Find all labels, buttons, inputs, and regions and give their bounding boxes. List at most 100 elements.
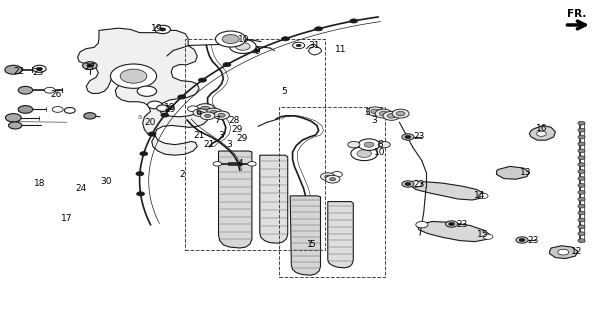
Circle shape	[578, 211, 585, 215]
Circle shape	[195, 104, 215, 114]
Text: 18: 18	[34, 179, 45, 188]
FancyBboxPatch shape	[228, 162, 241, 165]
Polygon shape	[78, 28, 208, 155]
Circle shape	[188, 106, 198, 112]
Text: a: a	[137, 114, 142, 120]
Text: 25: 25	[33, 68, 44, 76]
Text: 3: 3	[371, 116, 378, 125]
Circle shape	[84, 113, 96, 119]
Circle shape	[83, 62, 97, 69]
Text: 5: 5	[310, 240, 316, 249]
Circle shape	[416, 221, 428, 228]
Circle shape	[578, 232, 585, 236]
Polygon shape	[529, 125, 555, 140]
Text: 3: 3	[219, 131, 225, 140]
Circle shape	[140, 152, 148, 156]
Circle shape	[327, 176, 338, 182]
Circle shape	[378, 141, 390, 148]
Text: 14: 14	[474, 191, 485, 200]
Circle shape	[330, 178, 336, 181]
Circle shape	[44, 87, 55, 93]
Circle shape	[578, 156, 585, 160]
Text: 23: 23	[413, 180, 424, 188]
Circle shape	[367, 107, 384, 116]
Circle shape	[205, 114, 211, 117]
Circle shape	[578, 121, 585, 125]
Text: 3: 3	[226, 140, 232, 148]
Circle shape	[5, 114, 21, 122]
Text: 4: 4	[237, 159, 243, 168]
Circle shape	[375, 109, 392, 118]
Text: 31: 31	[309, 41, 320, 50]
Circle shape	[371, 109, 379, 114]
Circle shape	[197, 111, 203, 114]
Circle shape	[314, 27, 322, 31]
Circle shape	[578, 183, 585, 187]
Circle shape	[52, 107, 63, 112]
Circle shape	[578, 170, 585, 173]
Circle shape	[396, 111, 405, 116]
Circle shape	[357, 150, 371, 157]
Circle shape	[578, 163, 585, 167]
Circle shape	[209, 110, 218, 115]
Circle shape	[193, 109, 208, 116]
Circle shape	[161, 113, 169, 117]
Circle shape	[578, 177, 585, 180]
Circle shape	[148, 132, 156, 136]
Polygon shape	[290, 196, 320, 275]
Text: 19: 19	[151, 24, 162, 33]
Circle shape	[137, 192, 144, 196]
Text: 20: 20	[145, 118, 156, 127]
Circle shape	[137, 86, 157, 96]
Circle shape	[578, 225, 585, 229]
Text: 29: 29	[164, 105, 175, 114]
Text: 23: 23	[527, 236, 538, 245]
Circle shape	[578, 218, 585, 222]
Circle shape	[516, 237, 528, 243]
Circle shape	[446, 221, 458, 227]
Text: 2: 2	[179, 170, 185, 179]
Circle shape	[202, 113, 205, 115]
Circle shape	[325, 175, 331, 178]
Circle shape	[205, 108, 222, 117]
Text: 15: 15	[477, 230, 488, 239]
Circle shape	[578, 190, 585, 194]
Circle shape	[293, 42, 305, 49]
Circle shape	[387, 114, 396, 118]
Circle shape	[198, 78, 206, 82]
Circle shape	[160, 28, 166, 31]
Text: 8: 8	[377, 140, 383, 149]
Circle shape	[331, 172, 342, 177]
Text: 13: 13	[520, 168, 531, 177]
Circle shape	[218, 113, 225, 117]
Text: 27: 27	[84, 63, 95, 72]
Circle shape	[578, 142, 585, 146]
Text: 17: 17	[61, 214, 72, 223]
Polygon shape	[418, 221, 490, 242]
Circle shape	[578, 149, 585, 153]
Circle shape	[578, 135, 585, 139]
Text: 28: 28	[228, 116, 239, 124]
Circle shape	[402, 134, 414, 140]
Circle shape	[358, 139, 380, 150]
Circle shape	[236, 43, 250, 50]
Text: 16: 16	[537, 124, 548, 133]
Text: 21: 21	[204, 140, 215, 149]
Text: 23: 23	[413, 132, 424, 141]
Circle shape	[214, 111, 229, 119]
Circle shape	[248, 162, 256, 166]
Circle shape	[229, 39, 256, 53]
Circle shape	[120, 69, 147, 83]
Polygon shape	[412, 182, 484, 200]
Circle shape	[8, 122, 22, 129]
Circle shape	[351, 147, 378, 161]
Text: 11: 11	[336, 45, 347, 54]
Circle shape	[33, 65, 46, 72]
Text: 23: 23	[457, 220, 468, 229]
Text: 21: 21	[194, 131, 205, 140]
Circle shape	[348, 141, 360, 148]
Circle shape	[155, 25, 171, 34]
Text: 26: 26	[51, 90, 62, 99]
Circle shape	[5, 65, 22, 74]
Text: 30: 30	[101, 177, 112, 186]
